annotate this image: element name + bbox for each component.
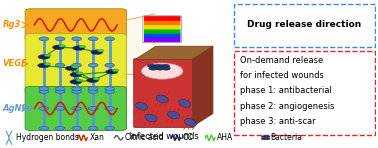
Ellipse shape xyxy=(179,99,191,107)
Circle shape xyxy=(265,138,270,140)
Circle shape xyxy=(39,37,49,41)
Text: Rg3: Rg3 xyxy=(3,20,21,29)
Circle shape xyxy=(87,78,99,83)
Circle shape xyxy=(38,63,50,68)
Circle shape xyxy=(105,126,115,130)
Ellipse shape xyxy=(184,118,197,126)
Circle shape xyxy=(55,63,65,67)
FancyBboxPatch shape xyxy=(144,29,180,34)
Circle shape xyxy=(106,69,118,74)
FancyBboxPatch shape xyxy=(25,34,127,94)
Circle shape xyxy=(55,37,65,41)
Circle shape xyxy=(155,67,164,70)
Circle shape xyxy=(88,107,98,110)
Circle shape xyxy=(39,107,49,110)
Circle shape xyxy=(105,37,115,41)
Circle shape xyxy=(72,107,82,110)
FancyBboxPatch shape xyxy=(25,9,127,41)
Circle shape xyxy=(112,69,119,72)
FancyBboxPatch shape xyxy=(144,16,180,21)
Circle shape xyxy=(105,90,115,94)
Circle shape xyxy=(88,126,98,130)
Ellipse shape xyxy=(156,95,168,103)
Text: phase 3: anti-scar: phase 3: anti-scar xyxy=(240,117,316,126)
Text: VEGF: VEGF xyxy=(3,59,28,68)
Circle shape xyxy=(55,126,65,130)
Circle shape xyxy=(154,64,163,68)
Polygon shape xyxy=(135,46,213,59)
Circle shape xyxy=(76,72,83,74)
Circle shape xyxy=(149,67,158,70)
Ellipse shape xyxy=(145,114,157,122)
Circle shape xyxy=(161,64,170,68)
FancyBboxPatch shape xyxy=(234,4,375,47)
Circle shape xyxy=(73,46,85,50)
Circle shape xyxy=(65,66,77,71)
Circle shape xyxy=(161,67,170,70)
Circle shape xyxy=(70,72,82,77)
Text: Drug release direction: Drug release direction xyxy=(247,20,361,29)
Circle shape xyxy=(44,54,51,57)
Circle shape xyxy=(88,63,98,67)
Circle shape xyxy=(72,126,82,130)
Circle shape xyxy=(39,126,49,130)
Circle shape xyxy=(142,63,183,79)
Ellipse shape xyxy=(136,102,148,110)
Circle shape xyxy=(39,63,49,67)
Circle shape xyxy=(147,64,156,68)
Circle shape xyxy=(38,55,50,59)
Circle shape xyxy=(265,136,270,138)
Circle shape xyxy=(59,45,65,47)
Circle shape xyxy=(79,45,86,48)
Text: Hydrogen bonds: Hydrogen bonds xyxy=(16,133,79,142)
Circle shape xyxy=(55,87,65,91)
Circle shape xyxy=(44,63,51,65)
Text: CC: CC xyxy=(183,133,193,142)
Polygon shape xyxy=(192,46,213,127)
Circle shape xyxy=(72,37,82,41)
Circle shape xyxy=(39,87,49,91)
Circle shape xyxy=(88,37,98,41)
FancyBboxPatch shape xyxy=(25,86,127,130)
Text: AHA: AHA xyxy=(217,133,233,142)
Circle shape xyxy=(71,66,78,68)
Text: Citric acid: Citric acid xyxy=(125,133,163,142)
Text: On-demand release: On-demand release xyxy=(240,56,323,65)
Circle shape xyxy=(88,90,98,94)
FancyBboxPatch shape xyxy=(144,24,180,29)
Circle shape xyxy=(76,79,83,82)
Text: Bacteria: Bacteria xyxy=(271,133,302,142)
Text: Xan: Xan xyxy=(90,133,105,142)
Circle shape xyxy=(97,49,104,52)
Text: AgNPs: AgNPs xyxy=(3,104,33,113)
Circle shape xyxy=(88,87,98,91)
Circle shape xyxy=(72,63,82,67)
FancyBboxPatch shape xyxy=(234,51,375,135)
Circle shape xyxy=(55,90,65,94)
Text: phase 1: antibacterial: phase 1: antibacterial xyxy=(240,86,332,95)
Circle shape xyxy=(70,79,82,84)
Polygon shape xyxy=(121,14,155,74)
Circle shape xyxy=(53,45,65,50)
Text: phase 2: angiogenesis: phase 2: angiogenesis xyxy=(240,102,335,111)
Circle shape xyxy=(55,107,65,110)
Text: for infected wounds: for infected wounds xyxy=(240,71,324,80)
FancyBboxPatch shape xyxy=(134,59,194,127)
Text: Infected wounds: Infected wounds xyxy=(129,132,199,141)
FancyBboxPatch shape xyxy=(144,20,180,25)
Circle shape xyxy=(105,107,115,110)
Circle shape xyxy=(93,78,100,80)
Circle shape xyxy=(72,87,82,91)
Circle shape xyxy=(105,63,115,67)
Circle shape xyxy=(261,138,266,140)
Circle shape xyxy=(91,50,103,54)
Circle shape xyxy=(261,136,266,138)
Circle shape xyxy=(105,87,115,91)
Ellipse shape xyxy=(167,111,180,119)
FancyBboxPatch shape xyxy=(144,33,180,38)
Circle shape xyxy=(39,90,49,94)
FancyBboxPatch shape xyxy=(144,37,180,42)
Circle shape xyxy=(72,90,82,94)
